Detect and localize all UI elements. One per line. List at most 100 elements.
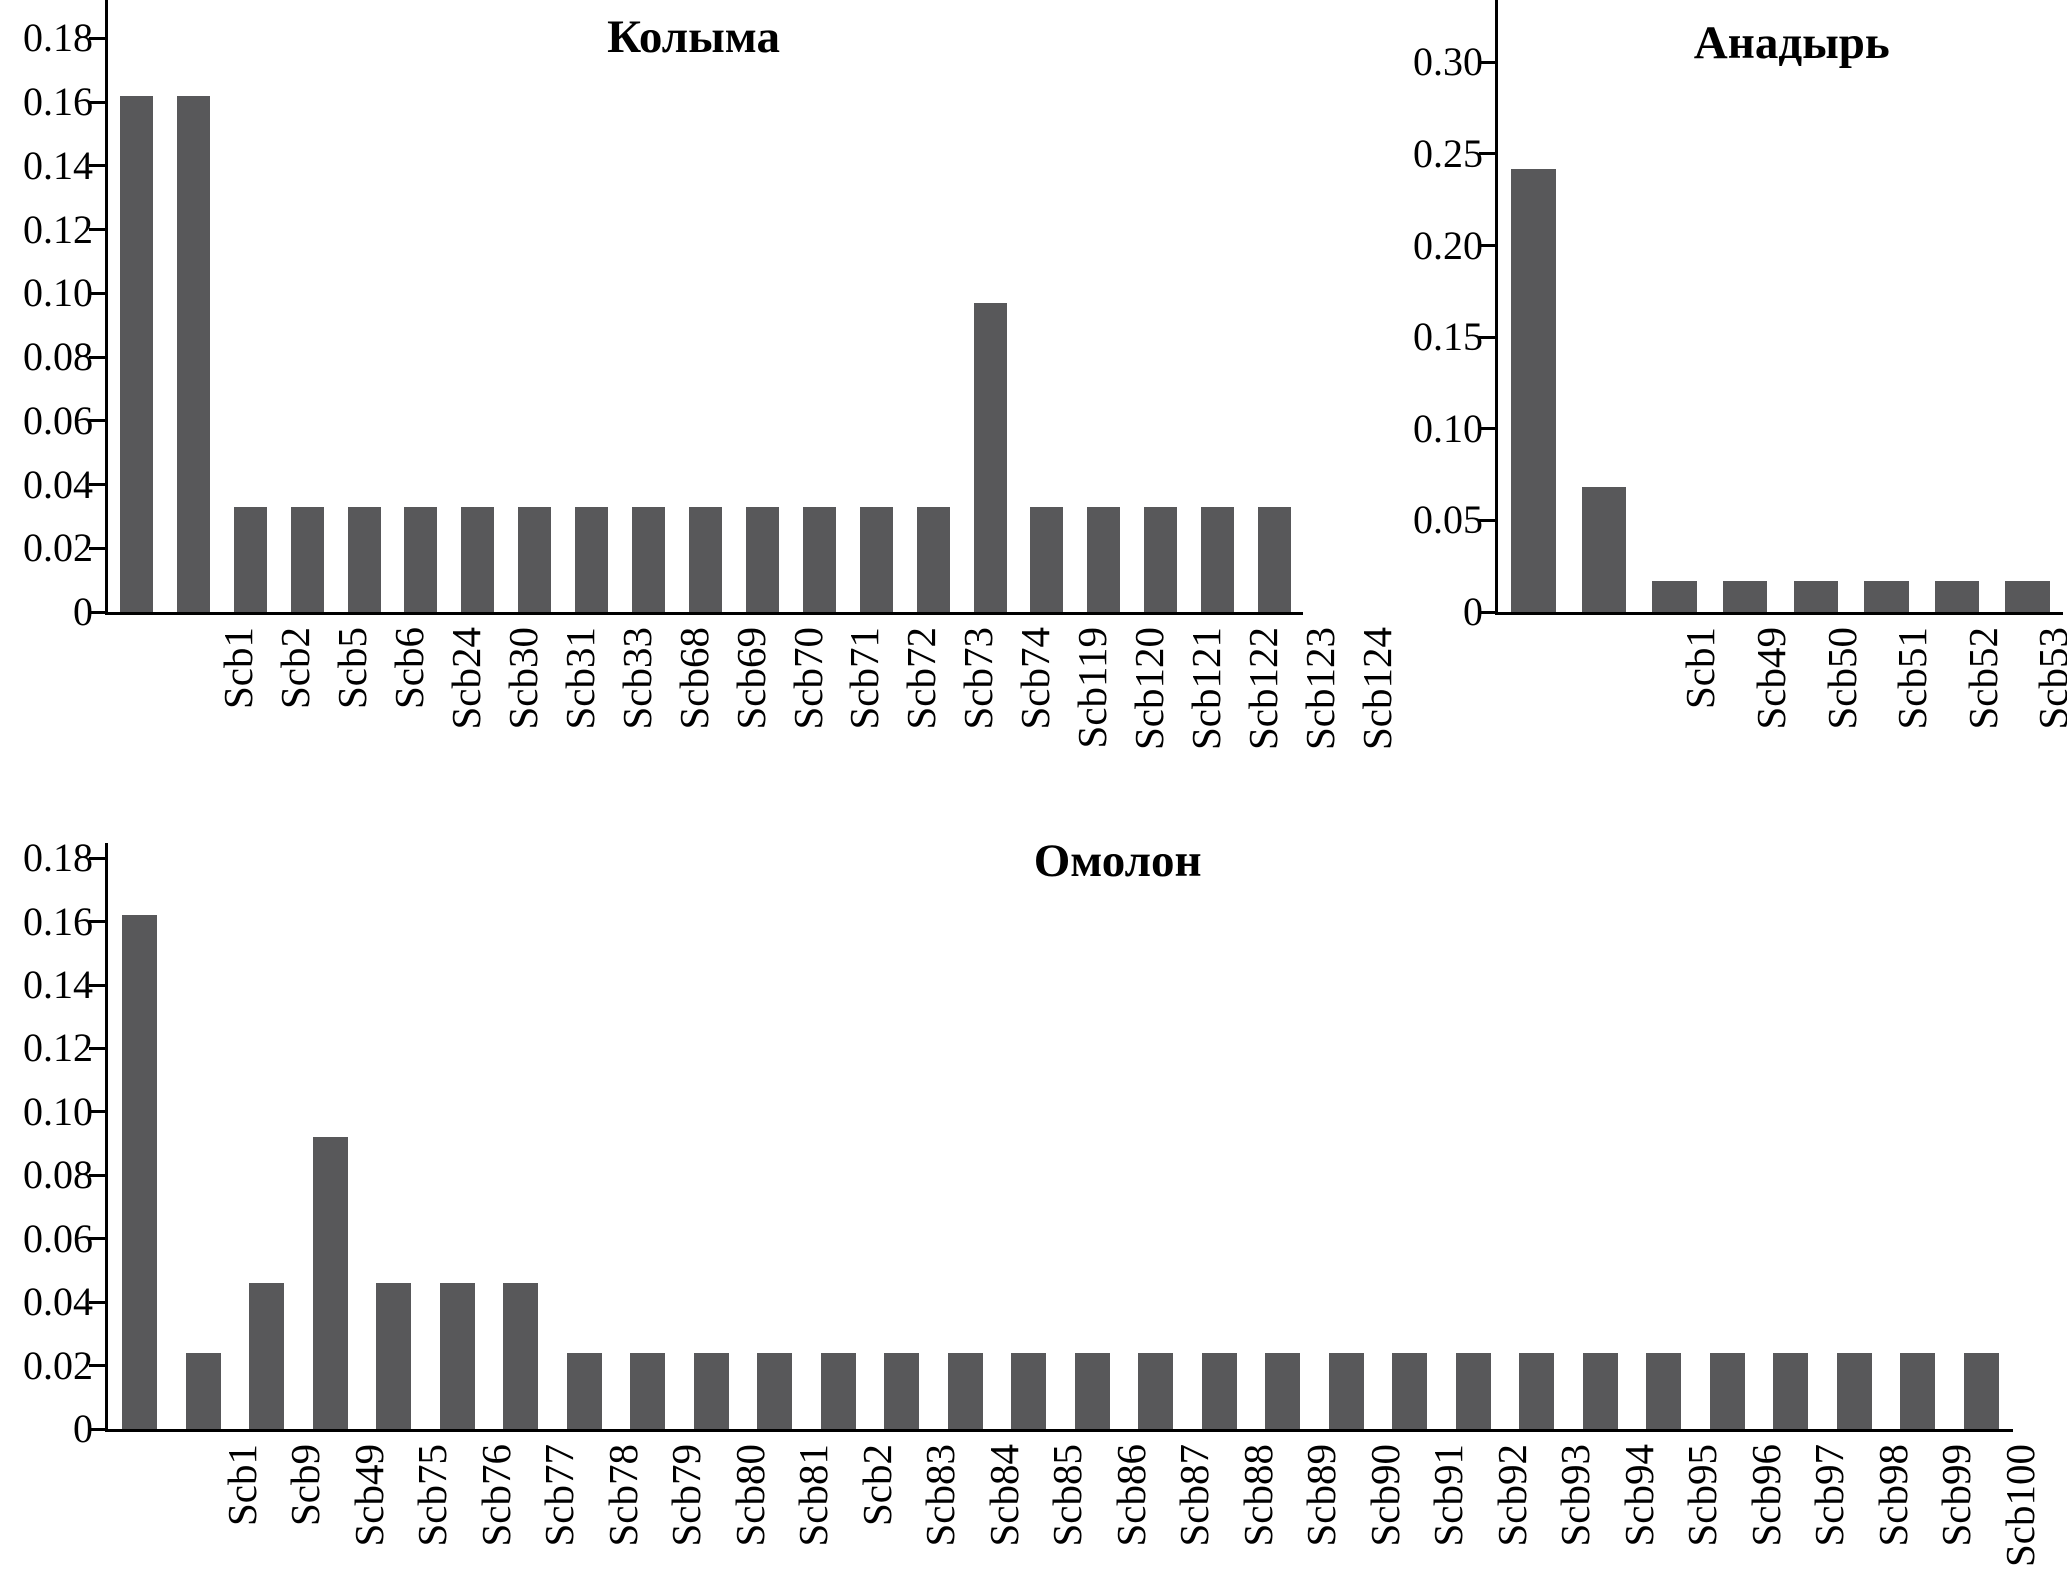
bar-slot — [962, 0, 1019, 612]
x-tick-slot: Scb6 — [381, 627, 438, 797]
x-tick-label: Scb91 — [1425, 1444, 1472, 1547]
x-tick-slot: Scb88 — [1226, 1444, 1290, 1587]
bar — [376, 1283, 412, 1429]
y-axis-labels-anadyr: 0 0.05 0.10 0.15 0.20 0.25 0.30 — [1325, 0, 1495, 632]
bar-slot — [1632, 843, 1696, 1429]
y-tick-mark — [1479, 60, 1495, 64]
x-tick-slot: Scb71 — [836, 627, 893, 797]
plot-wrap-anadyr: Анадырь Scb1Scb49Scb50Scb51Scb52Scb53Scb… — [1479, 0, 2067, 797]
bar-slot — [1019, 0, 1076, 612]
bar-slot — [172, 843, 236, 1429]
x-tick-slot: Scb51 — [1877, 627, 1948, 797]
x-tick-label: Scb93 — [1552, 1444, 1599, 1547]
bar-slot — [680, 843, 744, 1429]
bar-slot — [905, 0, 962, 612]
bar-slot — [734, 0, 791, 612]
y-tick-label: 0.10 — [1413, 405, 1483, 451]
bar — [290, 506, 324, 612]
chart-kolyma: 0 0.02 0.04 0.06 0.08 0.10 0.12 0.14 0.16 0.18 Ко… — [0, 0, 1405, 797]
y-tick-label: 0.18 — [23, 15, 93, 61]
bar-slot — [1442, 843, 1506, 1429]
x-tick-label: Scb2 — [853, 1444, 900, 1526]
y-tick-mark — [89, 983, 105, 987]
bar — [1201, 506, 1235, 612]
bar-slot — [108, 843, 172, 1429]
y-tick-mark — [89, 1173, 105, 1177]
x-tick-slot: Scb53 — [2018, 627, 2067, 797]
bar — [1519, 1352, 1555, 1429]
x-tick-slot: Scb52 — [1948, 627, 2019, 797]
y-tick-mark — [89, 1046, 105, 1050]
x-tick-slot: Scb86 — [1099, 1444, 1163, 1587]
y-tick-mark — [1479, 244, 1495, 248]
bar-slot — [1189, 0, 1246, 612]
bar-slot — [506, 0, 563, 612]
x-tick-label: Scb53 — [2030, 627, 2067, 730]
y-tick-label: 0.25 — [1413, 130, 1483, 176]
bar-slot — [222, 0, 279, 612]
bar-slot — [1505, 843, 1569, 1429]
bar — [1709, 1352, 1745, 1429]
x-tick-slot: Scb93 — [1544, 1444, 1608, 1587]
bar — [1138, 1352, 1174, 1429]
bar — [973, 302, 1007, 612]
y-tick-mark — [89, 1300, 105, 1304]
x-tick-label: Scb86 — [1107, 1444, 1154, 1547]
plot-wrap-omolon: Омолон Scb1 Scb9 Scb49 Scb75 Scb76 Scb77 Scb78… — [89, 838, 2067, 1587]
bar-slot — [616, 843, 680, 1429]
y-tick-mark — [89, 1364, 105, 1368]
x-tick-slot: Scb79 — [655, 1444, 719, 1587]
x-tick-slot: Scb81 — [782, 1444, 846, 1587]
bar — [119, 95, 153, 612]
bar — [820, 1352, 856, 1429]
bar-slot — [848, 0, 905, 612]
bar-slot — [1188, 843, 1252, 1429]
bar — [1900, 1352, 1936, 1429]
bar-slot — [1569, 0, 1640, 612]
y-tick-label: 0.15 — [1413, 314, 1483, 360]
bar — [1793, 580, 1839, 612]
y-tick-mark — [1479, 427, 1495, 431]
x-tick-label: Scb68 — [670, 627, 717, 730]
bar — [1581, 487, 1627, 612]
x-tick-label: Scb99 — [1933, 1444, 1980, 1547]
plot-area-anadyr: Анадырь — [1479, 0, 2063, 615]
bar — [518, 506, 552, 612]
y-tick-mark — [1479, 518, 1495, 522]
bar-slot — [1759, 843, 1823, 1429]
y-tick-label: 0 — [73, 1406, 93, 1451]
bar-slot — [1569, 843, 1633, 1429]
bar — [693, 1352, 729, 1429]
x-tick-label: Scb6 — [386, 627, 433, 709]
x-tick-slot: Scb1 — [1665, 627, 1736, 797]
bars-anadyr — [1498, 0, 2063, 612]
x-tick-label: Scb72 — [898, 627, 945, 730]
x-tick-slot: Scb2 — [845, 1444, 909, 1587]
x-tick-slot: Scb73 — [950, 627, 1007, 797]
bar-slot — [1378, 843, 1442, 1429]
bar — [757, 1352, 793, 1429]
bar — [1836, 1352, 1872, 1429]
y-axis-labels-kolyma: 0 0.02 0.04 0.06 0.08 0.10 0.12 0.14 0.16 0.18 — [0, 0, 105, 632]
x-tick-label: Scb70 — [784, 627, 831, 730]
y-tick-label: 0.10 — [23, 270, 93, 316]
y-tick-mark — [1479, 610, 1495, 614]
y-axis-labels-omolon: 0 0.02 0.04 0.06 0.08 0.10 0.12 0.14 0.16 0.18 — [0, 838, 105, 1449]
x-tick-label: Scb1 — [215, 627, 262, 709]
y-tick-label: 0.04 — [23, 461, 93, 507]
bar — [185, 1352, 221, 1429]
x-tick-label: Scb122 — [1239, 627, 1286, 750]
y-tick-label: 0.06 — [23, 397, 93, 443]
x-tick-label: Scb101 — [2060, 1444, 2067, 1567]
x-tick-slot: Scb31 — [551, 627, 608, 797]
x-tick-slot: Scb95 — [1671, 1444, 1735, 1587]
x-tick-label: Scb88 — [1234, 1444, 1281, 1547]
bar-slot — [235, 843, 299, 1429]
bar — [1864, 580, 1909, 612]
x-tick-slot: Scb101 — [2052, 1444, 2067, 1587]
x-axis-labels-kolyma: Scb1 Scb2 Scb5 Scb6 Scb24 Scb30 Scb31 Scb33 Scb6… — [210, 615, 1405, 797]
x-tick-slot: Scb1 — [210, 1444, 274, 1587]
y-tick-label: 0.20 — [1413, 222, 1483, 268]
bar — [630, 1352, 666, 1429]
